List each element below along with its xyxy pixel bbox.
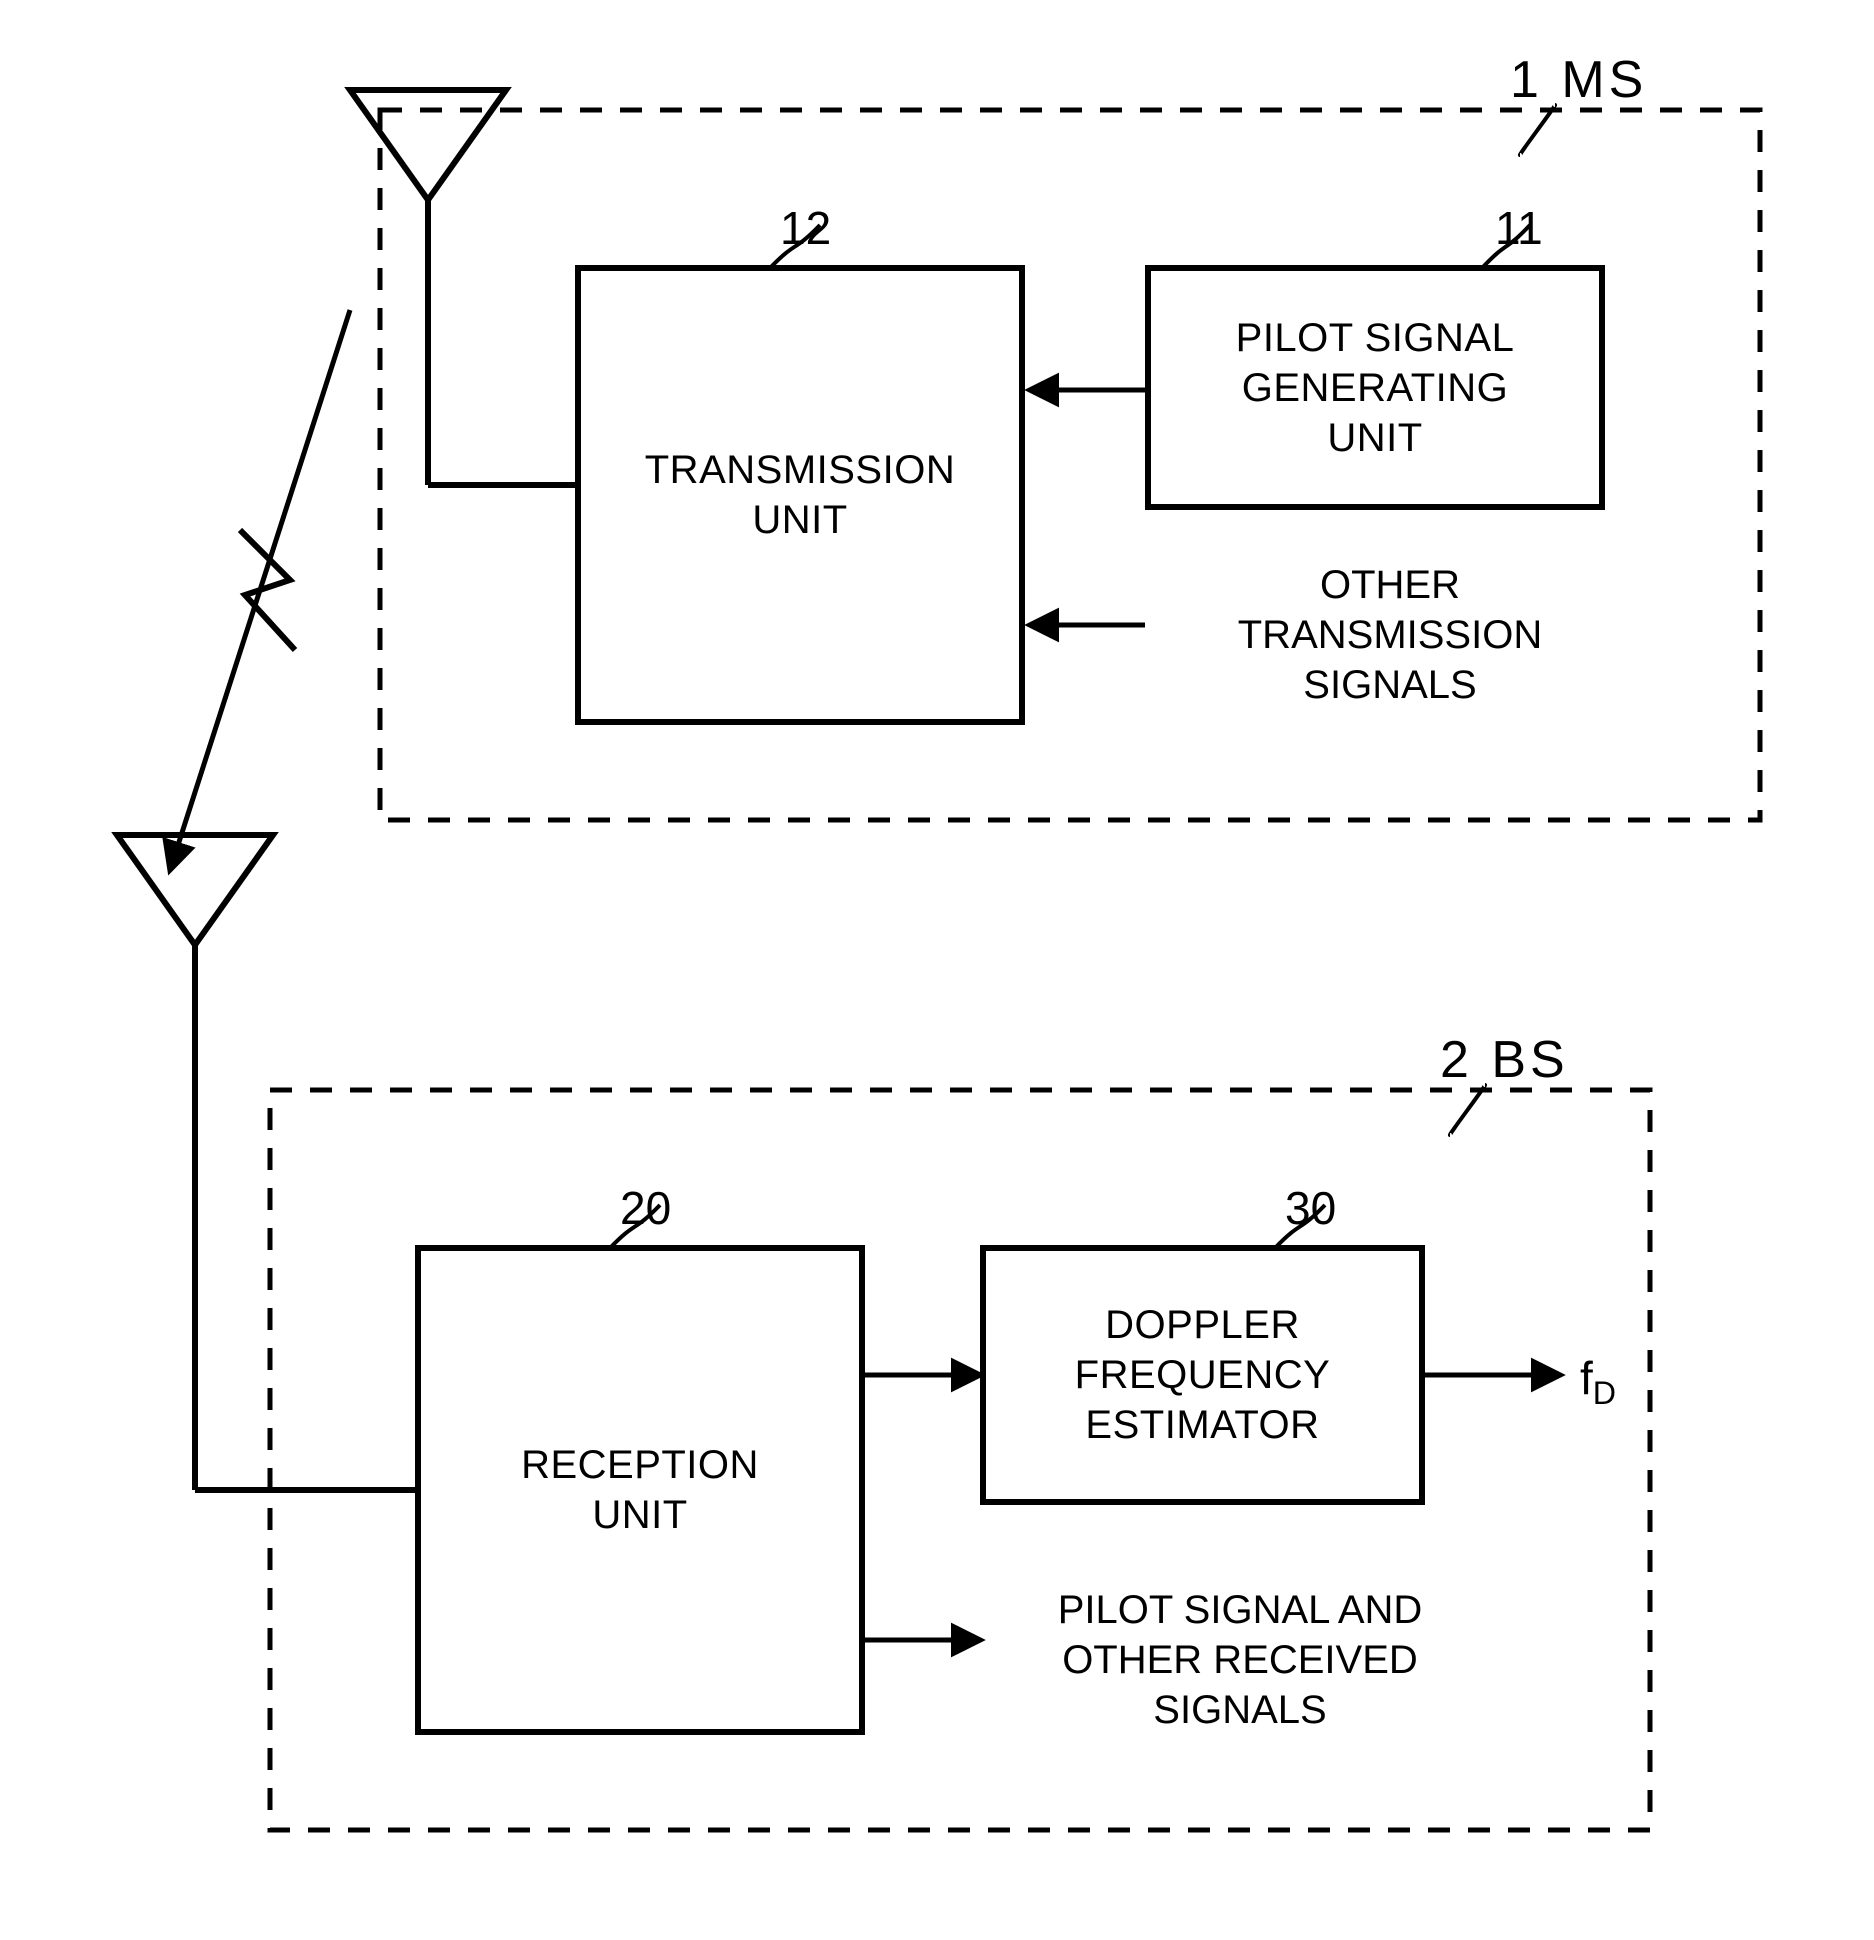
pilot-and-received-signals-label: PILOT SIGNAL ANDOTHER RECEIVEDSIGNALS (1010, 1585, 1470, 1735)
ref-11: 11 (1495, 200, 1543, 258)
bs-id-label: 2 BS (1440, 1028, 1569, 1093)
pilot-signal-generating-unit-label: PILOT SIGNALGENERATINGUNIT (1236, 313, 1515, 463)
transmission-unit-box: TRANSMISSIONUNIT (575, 265, 1025, 725)
ms-id-label: 1 MS (1510, 48, 1647, 113)
diagram-canvas: TRANSMISSIONUNIT PILOT SIGNALGENERATINGU… (0, 0, 1874, 1940)
doppler-frequency-estimator-label: DOPPLERFREQUENCYESTIMATOR (1075, 1300, 1331, 1450)
doppler-frequency-estimator-box: DOPPLERFREQUENCYESTIMATOR (980, 1245, 1425, 1505)
transmission-unit-label: TRANSMISSIONUNIT (645, 445, 955, 545)
ref-20: 20 (620, 1180, 671, 1238)
reception-unit-box: RECEPTIONUNIT (415, 1245, 865, 1735)
other-transmission-signals-label: OTHERTRANSMISSIONSIGNALS (1200, 560, 1580, 710)
reception-unit-label: RECEPTIONUNIT (521, 1440, 759, 1540)
fd-output-label: fD (1580, 1350, 1616, 1413)
ref-30: 30 (1285, 1180, 1336, 1238)
ref-12: 12 (780, 200, 831, 258)
pilot-signal-generating-unit-box: PILOT SIGNALGENERATINGUNIT (1145, 265, 1605, 510)
